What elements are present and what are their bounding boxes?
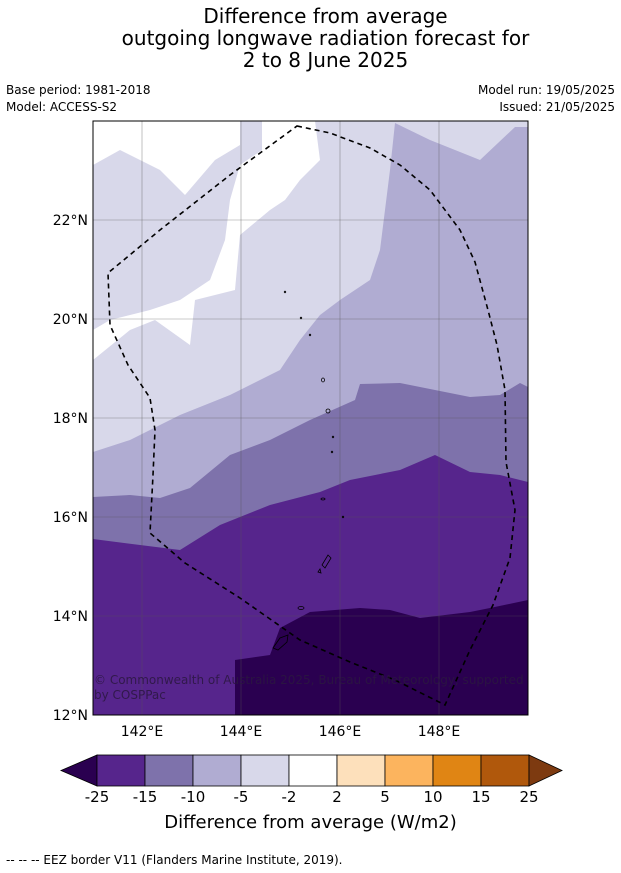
- copyright-notice: © Commonwealth of Australia 2025, Bureau…: [94, 673, 527, 702]
- base-period: Base period: 1981-2018: [6, 83, 151, 97]
- colorbar-tick-label: 2: [332, 788, 342, 806]
- lat-label-20n: 20°N: [53, 312, 88, 328]
- colorbar: [59, 754, 563, 787]
- map-title: Difference from average outgoing longwav…: [0, 5, 621, 71]
- colorbar-tick-label: 25: [519, 788, 539, 806]
- region-below-minus25: [235, 600, 528, 715]
- lat-label-22n: 22°N: [53, 213, 88, 229]
- lon-label-146e: 146°E: [319, 724, 362, 740]
- island: [330, 450, 334, 454]
- eez-border: [107, 125, 516, 707]
- island: [331, 435, 335, 439]
- colorbar-segment: [480, 754, 530, 787]
- island: [325, 408, 331, 414]
- colorbar-extend-low: [59, 754, 98, 787]
- lat-label-12n: 12°N: [53, 708, 88, 724]
- issued-date: Issued: 21/05/2025: [499, 100, 615, 114]
- colorbar-segment: [96, 754, 146, 787]
- colorbar-tick-label: 10: [423, 788, 443, 806]
- metadata-right: Model run: 19/05/2025 Issued: 21/05/2025: [478, 82, 615, 116]
- metadata-left: Base period: 1981-2018 Model: ACCESS-S2: [6, 82, 151, 116]
- colorbar-segment: [384, 754, 434, 787]
- copyright-line-1: © Commonwealth of Australia 2025, Bureau…: [94, 673, 524, 687]
- model-run: Model run: 19/05/2025: [477, 83, 615, 97]
- island: [341, 515, 345, 519]
- lon-label-142e: 142°E: [121, 724, 164, 740]
- island: [283, 290, 287, 294]
- island: [321, 377, 325, 383]
- colorbar-segment: [144, 754, 194, 787]
- model-name: Model: ACCESS-S2: [6, 100, 118, 114]
- eez-legend-footer: -- -- -- EEZ border V11 (Flanders Marine…: [6, 853, 343, 867]
- colorbar-segment: [288, 754, 338, 787]
- colorbar-extend-high: [528, 754, 563, 787]
- map-frame: [92, 120, 529, 716]
- region-near-average-north: [93, 121, 240, 195]
- title-line-2: outgoing longwave radiation forecast for: [121, 26, 530, 50]
- title-line-3: 2 to 8 June 2025: [242, 48, 409, 72]
- colorbar-tick-label: -5: [233, 788, 249, 806]
- island-tinian: [317, 568, 322, 574]
- colorbar-tick-label: 5: [380, 788, 390, 806]
- lat-label-14n: 14°N: [53, 609, 88, 625]
- island: [320, 497, 326, 501]
- colorbar-title: Difference from average (W/m2): [164, 812, 457, 833]
- lat-label-18n: 18°N: [53, 411, 88, 427]
- island-guam: [272, 634, 289, 651]
- region-near-average-west: [93, 121, 320, 360]
- colorbar-segment: [192, 754, 242, 787]
- colorbar-tick-label: -15: [132, 788, 158, 806]
- title-line-1: Difference from average: [203, 4, 448, 28]
- colorbar-segment: [432, 754, 482, 787]
- colorbar-tick-label: -25: [84, 788, 110, 806]
- island: [308, 333, 312, 337]
- lat-label-16n: 16°N: [53, 510, 88, 526]
- colorbar-segment: [336, 754, 386, 787]
- lon-label-144e: 144°E: [220, 724, 263, 740]
- colorbar-tick-label: 15: [471, 788, 491, 806]
- colorbar-tick-label: -2: [281, 788, 297, 806]
- islands: [272, 290, 345, 651]
- island-rota: [297, 606, 305, 610]
- colorbar-segment: [240, 754, 290, 787]
- lon-label-148e: 148°E: [418, 724, 461, 740]
- island-saipan: [321, 554, 332, 569]
- colorbar-tick-label: -10: [180, 788, 206, 806]
- island: [299, 316, 303, 320]
- copyright-line-2: by COSPPac: [94, 688, 166, 702]
- gridlines: [93, 121, 528, 715]
